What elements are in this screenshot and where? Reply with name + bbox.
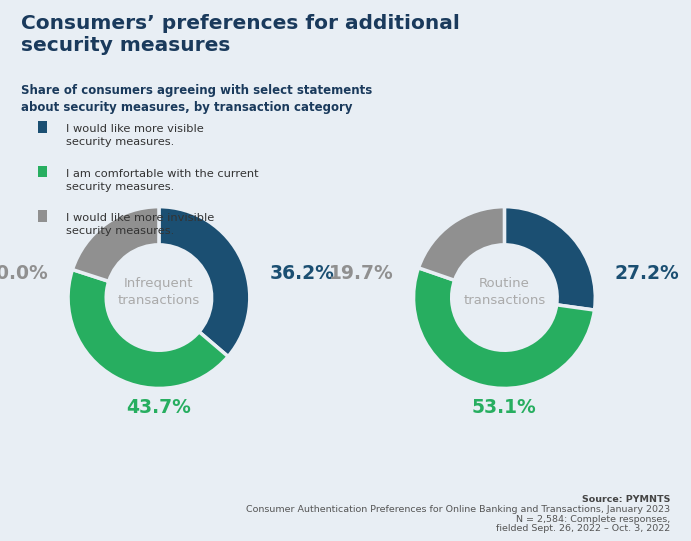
- Text: Consumers’ preferences for additional
security measures: Consumers’ preferences for additional se…: [21, 14, 460, 55]
- Text: Infrequent
transactions: Infrequent transactions: [117, 277, 200, 307]
- Text: Source: PYMNTS: Source: PYMNTS: [582, 495, 670, 504]
- Text: 43.7%: 43.7%: [126, 398, 191, 417]
- Text: Share of consumers agreeing with select statements
about security measures, by t: Share of consumers agreeing with select …: [21, 84, 372, 114]
- Text: I would like more invisible
security measures.: I would like more invisible security mea…: [66, 213, 214, 236]
- Wedge shape: [504, 207, 596, 310]
- Text: I would like more visible
security measures.: I would like more visible security measu…: [66, 124, 203, 147]
- Text: 53.1%: 53.1%: [472, 398, 537, 417]
- Wedge shape: [159, 207, 250, 357]
- Text: I am comfortable with the current
security measures.: I am comfortable with the current securi…: [66, 169, 258, 192]
- Wedge shape: [73, 207, 159, 281]
- Text: Consumer Authentication Preferences for Online Banking and Transactions, January: Consumer Authentication Preferences for …: [246, 505, 670, 514]
- Text: 36.2%: 36.2%: [269, 263, 334, 283]
- Text: Routine
transactions: Routine transactions: [463, 277, 546, 307]
- Text: 19.7%: 19.7%: [329, 263, 394, 283]
- Text: N = 2,584: Complete responses,: N = 2,584: Complete responses,: [516, 514, 670, 524]
- Text: 20.0%: 20.0%: [0, 263, 48, 283]
- Wedge shape: [419, 207, 504, 280]
- Text: fielded Sept. 26, 2022 – Oct. 3, 2022: fielded Sept. 26, 2022 – Oct. 3, 2022: [496, 524, 670, 533]
- Wedge shape: [68, 269, 228, 388]
- Text: 27.2%: 27.2%: [615, 263, 680, 283]
- Wedge shape: [413, 268, 594, 388]
